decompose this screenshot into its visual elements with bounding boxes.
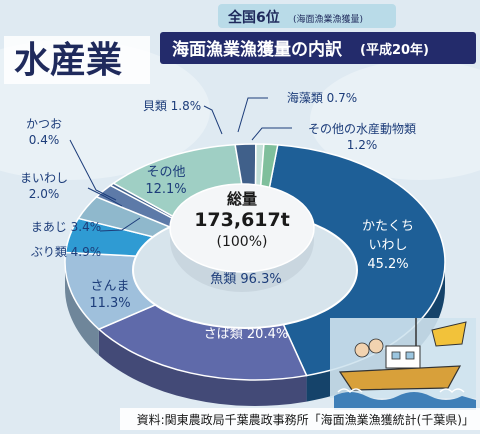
fish-total-label: 魚類 96.3% <box>210 272 281 287</box>
slice-label-line: まいわし <box>20 171 68 185</box>
slice-label-line: さば類 20.4% <box>204 327 288 342</box>
total-label: 総量 <box>227 190 257 208</box>
fishing-boat-illustration <box>330 318 476 410</box>
rank-box <box>218 4 396 28</box>
slice-label-line: いわし <box>368 238 407 253</box>
slice-label-line: その他 <box>146 165 185 180</box>
source-box <box>120 408 480 430</box>
slice-label-9: 海藻類 0.7% <box>287 90 357 105</box>
rank-subtitle: (海面漁業漁獲量) <box>293 13 363 25</box>
slice-labels: かたくちいわし 45.2% さば類 20.4% さんま 11.3% ぶり類 4.9% まあじ… <box>20 90 416 342</box>
leader-line-4 <box>99 217 141 232</box>
slice-label-line: 45.2% <box>367 257 408 272</box>
banner-year: (平成20年) <box>360 42 429 58</box>
leader-lines <box>69 97 292 232</box>
background-cloud <box>310 60 480 180</box>
banner-title: 海面漁業漁獲量の内訳 <box>172 39 343 60</box>
slice-label-line: かたくち <box>362 219 414 234</box>
slice-label-line: ぶり類 4.9% <box>31 245 101 259</box>
slice-label-line: 12.1% <box>145 182 186 197</box>
center-disk <box>169 183 315 273</box>
slice-side-1 <box>98 329 307 407</box>
slice-label-line: 貝類 1.8% <box>143 99 201 113</box>
slice-label-line: 0.4% <box>29 133 60 147</box>
banner <box>160 32 476 64</box>
slice-label-7: その他 12.1% <box>145 165 186 197</box>
slice-label-line: 海藻類 0.7% <box>287 90 357 105</box>
slice-label-1: さば類 20.4% <box>204 327 288 342</box>
total-value: 173,617t <box>194 209 290 231</box>
slice-label-3: ぶり類 4.9% <box>31 245 101 259</box>
slice-label-line: 11.3% <box>89 296 130 311</box>
slice-label-line: さんま <box>90 279 129 294</box>
source-note: 資料:関東農政局千葉農政事務所「海面漁業漁獲統計(千葉県)」 <box>137 412 474 427</box>
slice-label-5: まいわし 2.0% <box>20 171 68 201</box>
section-title: 水産業 <box>14 40 122 81</box>
leader-line-5 <box>87 187 123 207</box>
slice-side-2 <box>65 262 99 356</box>
rank-label: 全国6位 <box>227 9 280 26</box>
slice-label-line: まあじ 3.4% <box>31 220 101 234</box>
slice-label-6: かつお 0.4% <box>26 117 62 147</box>
slice-label-10: その他の水産動物類 1.2% <box>308 121 416 152</box>
slice-label-line: 1.2% <box>347 138 378 152</box>
leader-line-6 <box>69 139 117 201</box>
slice-label-line: その他の水産動物類 <box>308 121 416 136</box>
leader-line-8 <box>203 105 223 135</box>
slice-label-line: 2.0% <box>29 187 60 201</box>
total-percent: (100%) <box>217 234 268 250</box>
slice-label-2: さんま 11.3% <box>89 279 130 311</box>
leader-line-9 <box>237 97 268 133</box>
section-title-box <box>4 36 150 84</box>
slice-label-0: かたくちいわし 45.2% <box>362 219 414 272</box>
slice-label-4: まあじ 3.4% <box>31 220 101 234</box>
slice-label-line: かつお <box>26 117 62 131</box>
leader-line-10 <box>251 127 292 141</box>
pie-layer <box>64 143 446 407</box>
slice-label-8: 貝類 1.8% <box>143 99 201 113</box>
